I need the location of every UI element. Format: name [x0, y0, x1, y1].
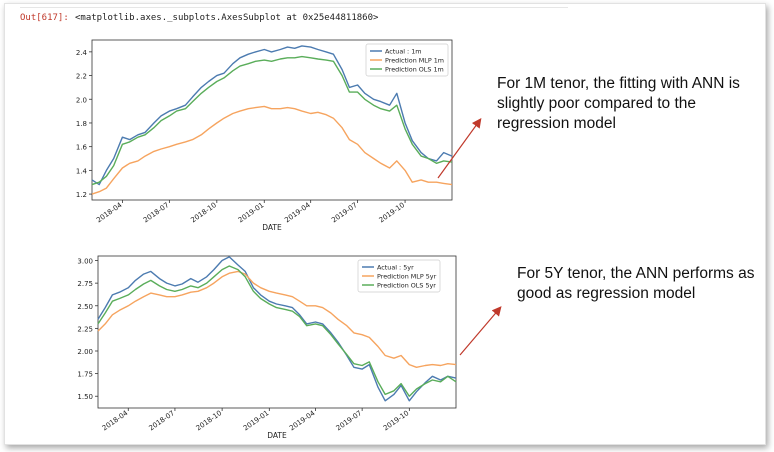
legend-entry: Prediction MLP 5yr	[377, 273, 437, 281]
annotation-line: For 1M tenor, the fitting with ANN is	[497, 75, 740, 92]
y-tick-label: 2.2	[76, 73, 87, 81]
legend-box	[357, 259, 441, 293]
y-tick-label: 2.4	[76, 49, 88, 57]
y-tick-label: 2.75	[77, 280, 93, 288]
x-axis-label: DATE	[267, 431, 287, 440]
series-line	[91, 55, 453, 186]
legend-entry: Prediction MLP 1m	[385, 57, 444, 65]
series-line	[97, 270, 457, 368]
series-line	[91, 45, 453, 186]
legend-box	[365, 43, 449, 77]
arrow-1m	[437, 118, 482, 179]
y-tick-label: 1.8	[76, 120, 87, 128]
annotation-1m: For 1M tenor, the fitting with ANN is sl…	[497, 74, 740, 134]
y-tick-label: 2.25	[77, 325, 93, 333]
legend-entry: Actual : 1m	[385, 48, 422, 56]
annotation-line: slightly poor compared to the	[497, 95, 697, 112]
y-tick-label: 1.75	[77, 371, 93, 379]
output-prompt: Out[617]:	[20, 13, 69, 23]
y-tick-label: 2.50	[77, 303, 93, 311]
y-tick-label: 1.4	[76, 167, 88, 175]
output-repr: <matplotlib.axes._subplots.AxesSubplot a…	[75, 13, 379, 23]
legend-entry: Prediction OLS 1m	[385, 66, 444, 74]
cell-divider	[20, 7, 568, 8]
arrow-5y	[459, 306, 502, 356]
y-tick-label: 1.2	[76, 191, 87, 199]
annotation-line: regression model	[497, 115, 616, 132]
x-axis-label: DATE	[262, 223, 282, 232]
y-tick-label: 1.50	[77, 393, 93, 401]
y-tick-label: 2.00	[77, 348, 93, 356]
y-tick-label: 3.00	[77, 258, 93, 266]
series-line	[91, 105, 453, 195]
annotation-line: good as regression model	[517, 285, 696, 302]
series-line	[97, 256, 457, 402]
legend-entry: Prediction OLS 5yr	[377, 282, 436, 290]
legend-entry: Actual : 5yr	[377, 264, 414, 272]
annotation-5y: For 5Y tenor, the ANN performs as good a…	[517, 264, 755, 304]
series-line	[97, 265, 457, 397]
y-tick-label: 2.0	[76, 96, 87, 104]
y-tick-label: 1.6	[76, 144, 88, 152]
annotation-line: For 5Y tenor, the ANN performs as	[517, 265, 755, 282]
